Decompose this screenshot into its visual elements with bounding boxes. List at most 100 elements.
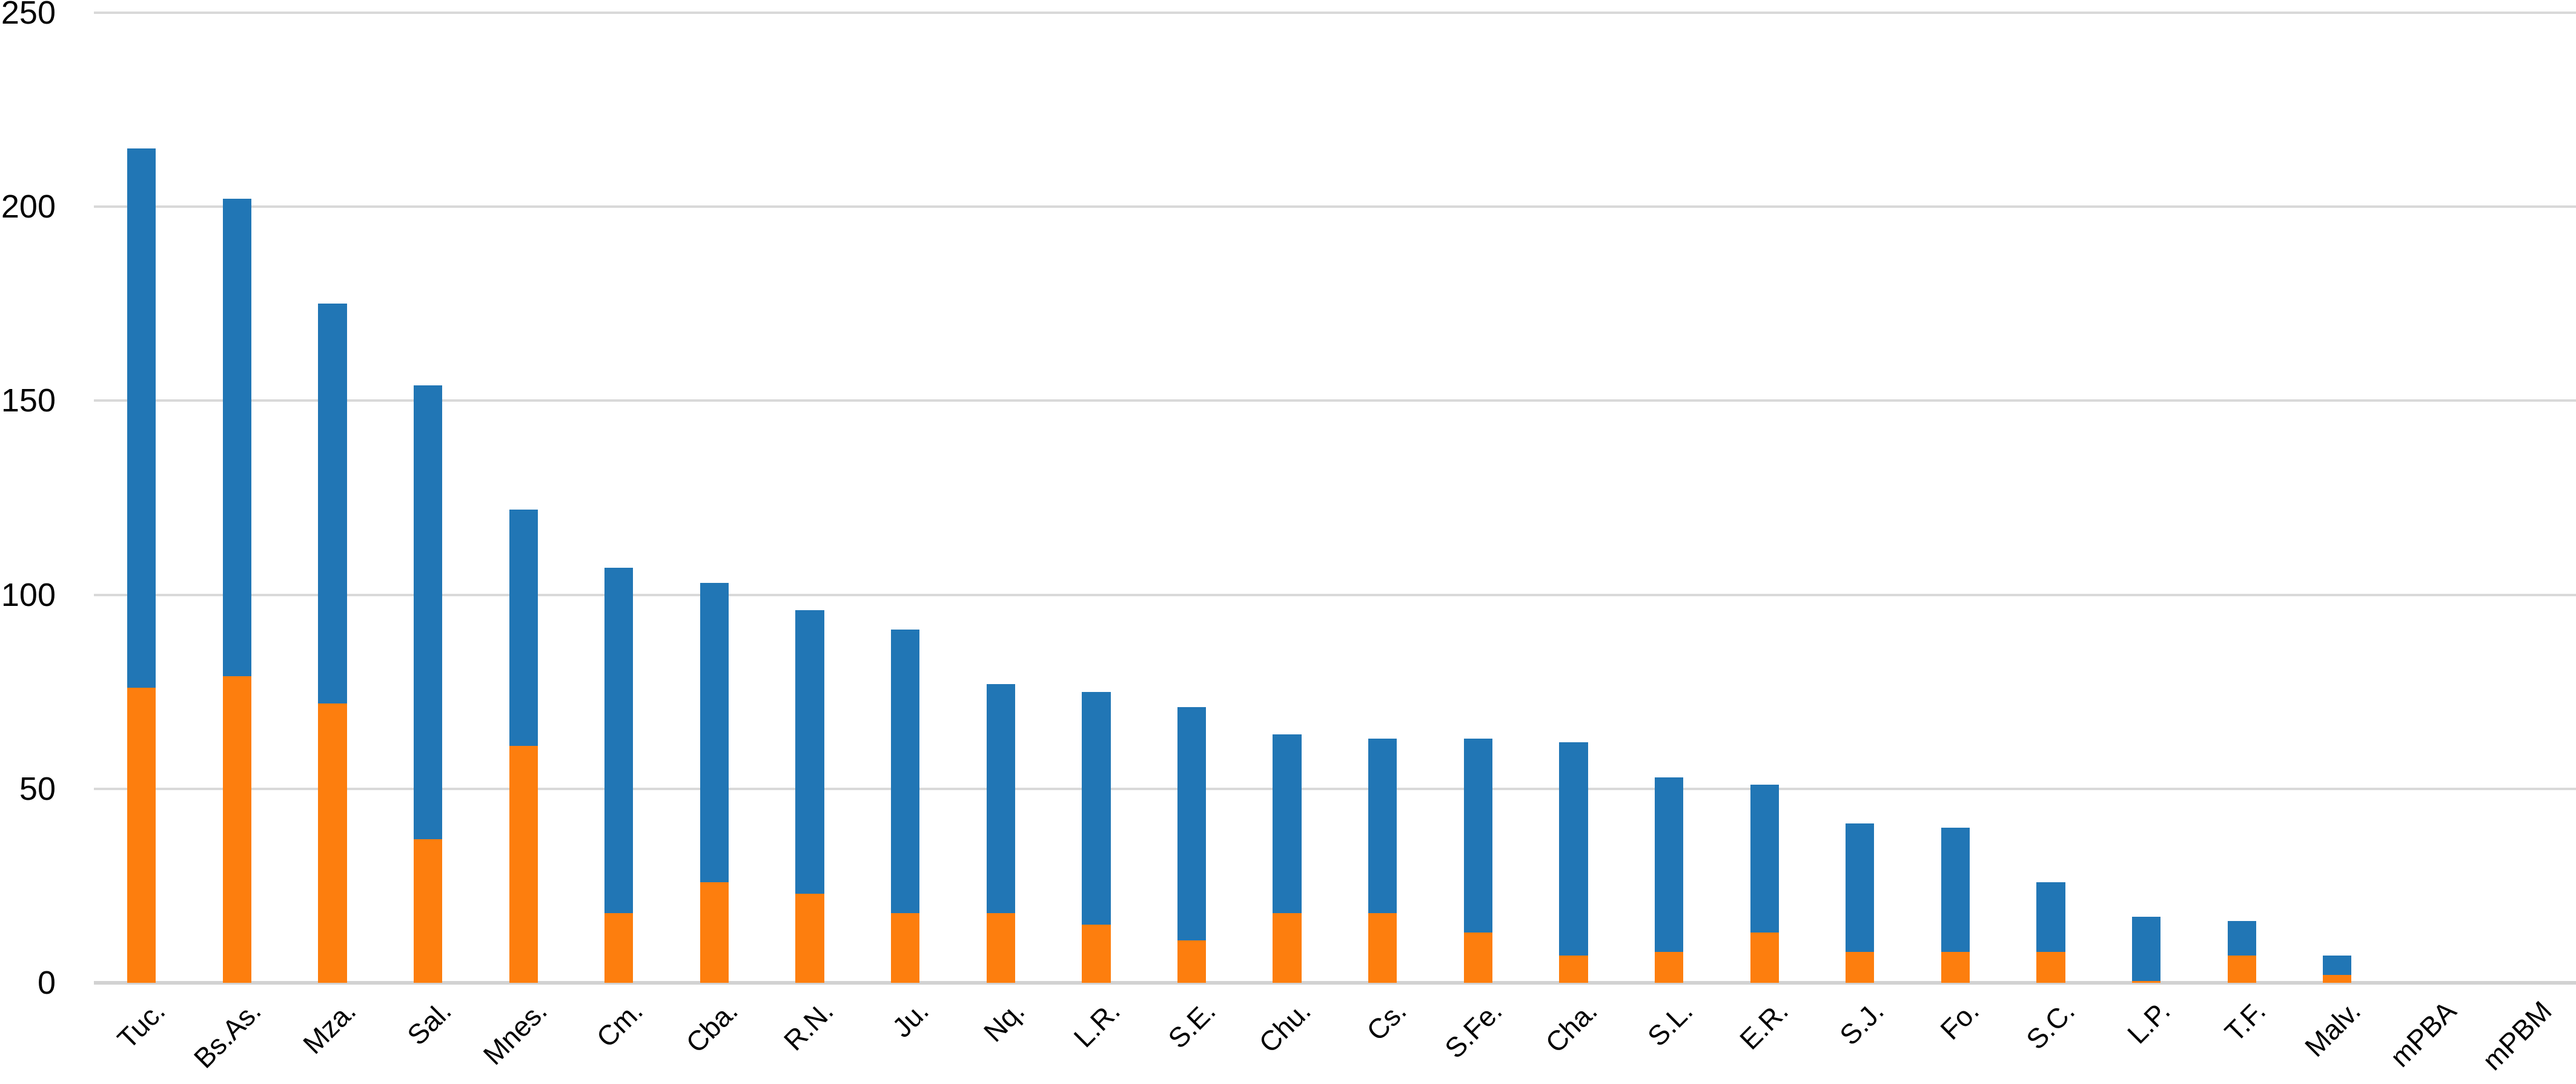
bar-segment-orange <box>1941 951 1970 983</box>
y-axis-label: 100 <box>1 576 56 613</box>
bar-segment-blue <box>795 610 824 894</box>
bar-segment-blue <box>127 148 156 688</box>
x-axis-label: mPBA <box>2384 994 2463 1073</box>
x-axis-label: mPBM <box>2476 994 2558 1077</box>
bar <box>795 13 824 983</box>
bar <box>986 13 1015 983</box>
bar <box>1846 13 1875 983</box>
category-slot <box>2385 13 2481 983</box>
gridline <box>94 593 2576 596</box>
bar-segment-orange <box>2131 980 2161 983</box>
bar-segment-blue <box>222 199 252 677</box>
bar <box>1177 13 1207 983</box>
category-slot <box>858 13 953 983</box>
bars-layer <box>94 13 2576 983</box>
category-slot <box>1717 13 1812 983</box>
x-axis-label: Sal. <box>401 994 458 1051</box>
x-axis-label: Chu. <box>1253 994 1317 1059</box>
bar-segment-blue <box>1846 823 1875 952</box>
bar-segment-blue <box>2036 882 2065 952</box>
x-axis-label: Tuc. <box>111 994 171 1055</box>
x-axis-label: Mnes. <box>477 994 553 1071</box>
bar <box>2131 13 2161 983</box>
bar <box>2419 13 2447 983</box>
x-axis-label: Malv. <box>2299 994 2367 1063</box>
bar-segment-orange <box>318 703 347 983</box>
y-axis-label: 200 <box>1 188 56 225</box>
bar <box>891 13 920 983</box>
category-slot <box>667 13 763 983</box>
x-axis-label: Ju. <box>886 994 935 1044</box>
bar-segment-orange <box>509 746 538 983</box>
bar-segment-orange <box>604 913 634 983</box>
bar <box>1654 13 1684 983</box>
bar-segment-blue <box>1273 734 1302 913</box>
x-axis-label: Bs.As. <box>187 994 267 1074</box>
bar <box>2036 13 2065 983</box>
bar <box>222 13 252 983</box>
bar-segment-blue <box>1750 785 1779 933</box>
bar <box>2514 13 2542 983</box>
bar-segment-orange <box>1846 951 1875 983</box>
category-slot <box>2194 13 2290 983</box>
x-axis-label: E.R. <box>1733 994 1794 1056</box>
x-axis-label: S.E. <box>1161 994 1222 1055</box>
bar-segment-orange <box>700 882 729 983</box>
bar <box>1941 13 1970 983</box>
y-axis-label: 150 <box>1 382 56 419</box>
category-slot <box>953 13 1048 983</box>
category-slot <box>1621 13 1717 983</box>
category-slot <box>190 13 285 983</box>
bar-segment-blue <box>413 385 443 840</box>
bar <box>1082 13 1111 983</box>
y-axis-label: 0 <box>37 965 56 1001</box>
x-axis-line <box>94 981 2576 985</box>
gridline <box>94 12 2576 14</box>
x-axis-label: T.F. <box>2218 994 2272 1048</box>
category-slot <box>762 13 858 983</box>
x-axis-labels: Tuc. Bs.As. Mza. Sal. Mnes. Cm. Cba. R.N. Ju. Nq.… <box>94 990 2576 1084</box>
bar-segment-blue <box>1463 738 1492 933</box>
x-axis-label: L.P. <box>2121 994 2176 1050</box>
bar-segment-blue <box>509 509 538 746</box>
category-slot <box>2480 13 2576 983</box>
bar-segment-orange <box>1368 913 1397 983</box>
bar <box>1273 13 1302 983</box>
bar-segment-orange <box>127 688 156 983</box>
category-slot <box>285 13 380 983</box>
x-axis-label: Cs. <box>1360 994 1412 1047</box>
plot-area <box>94 12 2576 985</box>
y-axis-label: 250 <box>1 0 56 31</box>
bar-segment-orange <box>795 893 824 983</box>
x-axis-label: S.L. <box>1641 994 1699 1052</box>
bar-segment-blue <box>1177 707 1207 940</box>
gridline <box>94 787 2576 790</box>
category-slot <box>571 13 667 983</box>
bar-segment-orange <box>1559 956 1588 983</box>
bar <box>318 13 347 983</box>
category-slot <box>2003 13 2099 983</box>
bar <box>509 13 538 983</box>
bar <box>413 13 443 983</box>
bar-segment-orange <box>2036 951 2065 983</box>
bar-segment-blue <box>2227 920 2256 956</box>
x-axis-label: R.N. <box>777 994 839 1057</box>
bar-segment-orange <box>413 839 443 983</box>
bar-segment-orange <box>1750 932 1779 983</box>
bar-segment-orange <box>986 913 1015 983</box>
bar <box>604 13 634 983</box>
bar-segment-blue <box>1654 777 1684 952</box>
bar-segment-blue <box>1559 742 1588 956</box>
x-axis-label: Nq. <box>977 994 1031 1048</box>
bar <box>1750 13 1779 983</box>
bar-segment-blue <box>604 567 634 913</box>
category-slot <box>1239 13 1335 983</box>
bar <box>1559 13 1588 983</box>
gridline <box>94 205 2576 208</box>
bar <box>2323 13 2352 983</box>
bar <box>700 13 729 983</box>
bar-segment-orange <box>1177 940 1207 983</box>
bar-segment-blue <box>1368 738 1397 913</box>
bar <box>1368 13 1397 983</box>
